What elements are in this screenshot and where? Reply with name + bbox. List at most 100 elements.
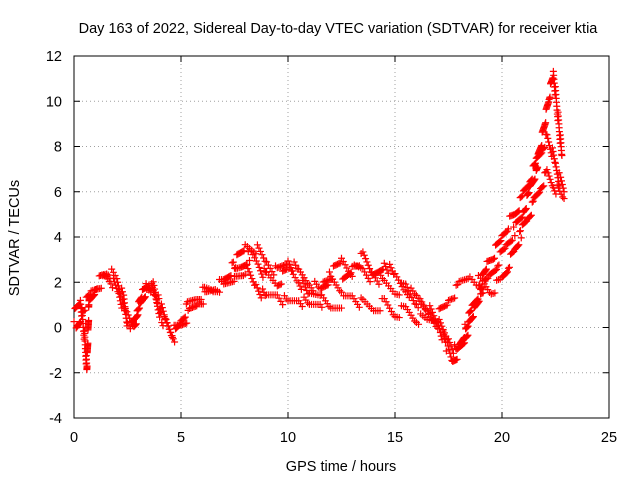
data-point — [119, 295, 127, 303]
data-point — [355, 262, 363, 270]
data-point — [510, 223, 518, 231]
data-point — [439, 326, 447, 334]
data-point — [525, 189, 533, 197]
data-point — [154, 291, 162, 299]
data-point — [474, 298, 482, 306]
data-point — [363, 258, 371, 266]
data-point — [517, 234, 525, 242]
data-point — [111, 271, 119, 279]
data-point — [165, 325, 173, 333]
data-point — [240, 247, 248, 255]
data-point — [504, 264, 512, 272]
data-point — [296, 282, 304, 290]
data-point — [279, 301, 287, 309]
data-point — [171, 338, 179, 346]
data-point — [290, 258, 298, 266]
data-point — [119, 299, 127, 307]
data-point — [127, 317, 135, 325]
x-tick-label: 25 — [601, 430, 617, 446]
data-point — [443, 301, 451, 309]
data-point — [461, 339, 469, 347]
data-point — [162, 315, 170, 323]
data-point — [547, 179, 555, 187]
y-tick-label: 12 — [46, 49, 62, 65]
data-point — [366, 265, 374, 273]
x-tick-label: 5 — [177, 430, 185, 446]
data-point — [252, 250, 260, 258]
data-point — [557, 177, 565, 185]
data-point — [459, 340, 467, 348]
data-point — [115, 290, 123, 298]
data-point — [386, 260, 394, 268]
data-point — [77, 318, 85, 326]
data-point — [558, 152, 566, 160]
data-point — [258, 270, 266, 278]
data-point — [123, 308, 131, 316]
axis-ticks — [73, 55, 610, 419]
data-point — [229, 258, 237, 266]
y-tick-label: 8 — [54, 140, 62, 156]
data-point — [536, 188, 544, 196]
data-point — [256, 291, 264, 299]
data-point — [277, 280, 285, 288]
data-point — [491, 289, 499, 297]
data-point — [157, 300, 165, 308]
data-point — [454, 281, 462, 289]
data-point — [97, 284, 105, 292]
data-point — [301, 283, 309, 291]
y-tick-label: 10 — [46, 94, 62, 110]
x-tick-label: 20 — [494, 430, 510, 446]
y-tick-label: 6 — [54, 185, 62, 201]
data-point — [505, 263, 513, 271]
data-point — [318, 303, 326, 311]
data-point — [256, 267, 264, 275]
data-point — [357, 294, 365, 302]
data-point — [529, 197, 537, 205]
series-trace-c — [231, 166, 568, 328]
data-point — [254, 260, 262, 268]
data-point — [361, 268, 369, 276]
data-point — [387, 264, 395, 272]
data-point — [376, 307, 384, 315]
data-point — [551, 158, 559, 166]
data-point — [247, 271, 255, 279]
data-point — [289, 270, 297, 278]
data-point — [524, 190, 532, 198]
data-point — [469, 313, 477, 321]
data-point — [544, 169, 552, 177]
data-point — [359, 248, 367, 256]
data-point — [492, 266, 500, 274]
data-point — [449, 349, 457, 357]
data-points — [70, 67, 568, 374]
data-point — [540, 182, 548, 190]
data-point — [497, 237, 505, 245]
data-point — [149, 278, 157, 286]
data-point — [364, 274, 372, 282]
data-point — [253, 241, 261, 249]
data-point — [507, 237, 515, 245]
data-point — [168, 333, 176, 341]
data-point — [434, 324, 442, 332]
y-tick-label: 0 — [54, 321, 62, 337]
series-trace-a — [70, 130, 568, 374]
data-point — [503, 269, 511, 277]
data-point — [364, 261, 372, 269]
data-point — [472, 281, 480, 289]
data-point — [491, 254, 499, 262]
data-point — [518, 213, 526, 221]
data-point — [555, 169, 563, 177]
data-point — [500, 245, 508, 253]
data-point — [336, 259, 344, 267]
x-tick-labels: 0 5 10 15 20 25 — [70, 430, 617, 446]
y-tick-labels: -4 -2 0 2 4 6 8 10 12 — [46, 49, 62, 427]
data-point — [550, 151, 558, 159]
data-point — [158, 304, 166, 312]
data-point — [258, 251, 266, 259]
data-point — [227, 272, 235, 280]
data-point — [545, 172, 553, 180]
data-point — [469, 314, 477, 322]
data-point — [426, 302, 434, 310]
data-point — [504, 225, 512, 233]
data-point — [522, 205, 530, 213]
